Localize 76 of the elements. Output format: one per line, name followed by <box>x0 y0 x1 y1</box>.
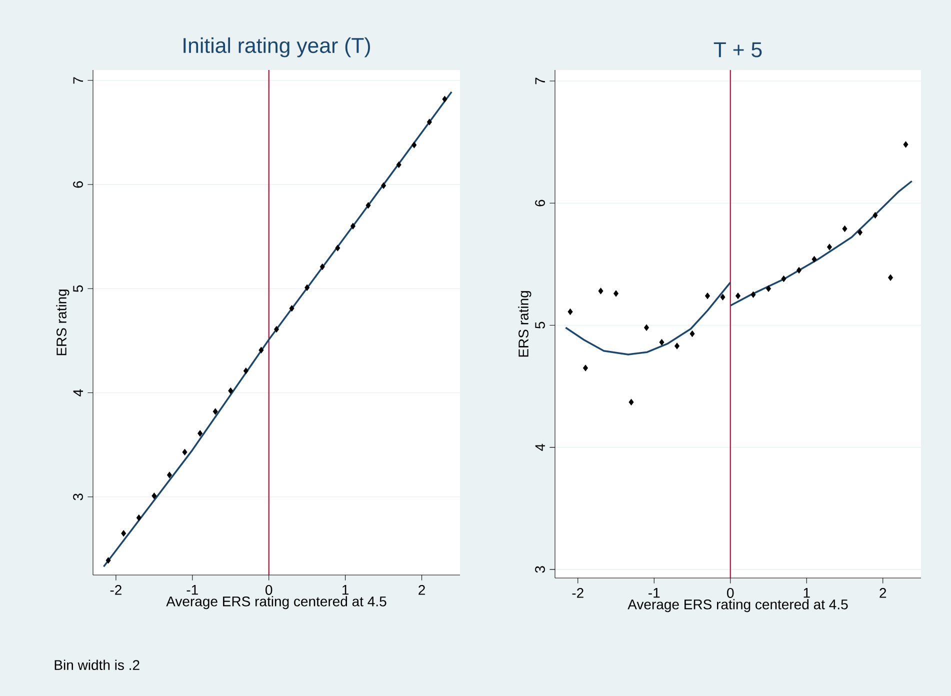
point <box>381 182 386 189</box>
y-tick-label: 7 <box>73 77 83 84</box>
line-series <box>564 282 732 356</box>
point <box>858 229 862 236</box>
x-tick-label: 0 <box>266 585 272 595</box>
x-tick-label: 0 <box>727 588 734 598</box>
y-tick-label: 5 <box>73 285 83 292</box>
point <box>842 226 848 232</box>
point <box>289 305 294 312</box>
x-tick-label: 1 <box>804 588 810 598</box>
point <box>106 557 111 564</box>
point <box>350 222 356 230</box>
x-tick-label: -2 <box>110 585 122 595</box>
point <box>903 141 908 148</box>
point <box>228 387 234 394</box>
point <box>412 142 417 148</box>
point <box>674 342 680 350</box>
point <box>335 244 340 252</box>
point <box>872 212 878 219</box>
point <box>243 368 248 374</box>
point <box>812 256 817 262</box>
x-axis-title: Average ERS rating centered at 4.5 <box>166 596 386 610</box>
point <box>442 96 448 102</box>
point <box>736 292 740 300</box>
point <box>659 339 664 346</box>
y-tick-label: 5 <box>535 322 545 329</box>
point <box>212 408 218 415</box>
point <box>796 267 802 274</box>
y-tick-label: 4 <box>73 389 83 396</box>
point <box>690 330 695 337</box>
point <box>426 118 432 126</box>
point <box>366 202 371 209</box>
y-axis-title: ERS rating <box>56 290 70 356</box>
point <box>258 346 264 354</box>
point <box>121 530 126 537</box>
y-tick-label: 3 <box>73 494 83 500</box>
point <box>182 448 188 456</box>
x-tick-label: 2 <box>880 588 886 598</box>
text: Bin width is .2 <box>54 660 140 670</box>
x-tick-label: -1 <box>186 585 198 595</box>
chart-title: Initial rating year (T) <box>184 37 370 58</box>
point <box>720 294 726 300</box>
point <box>166 472 172 478</box>
point <box>766 285 771 292</box>
point <box>614 290 618 297</box>
point <box>583 364 588 372</box>
x-tick-label: 2 <box>418 585 425 595</box>
y-tick-label: 4 <box>535 444 545 451</box>
point <box>136 514 142 521</box>
y-tick-label: 3 <box>535 566 545 573</box>
point <box>598 288 604 294</box>
line-series <box>102 90 452 568</box>
point <box>198 430 203 437</box>
x-tick-label: 1 <box>342 585 349 595</box>
point <box>304 284 310 291</box>
point <box>750 291 756 298</box>
y-tick-label: 6 <box>535 200 545 206</box>
x-tick-label: -2 <box>572 588 584 598</box>
chart-title: T + 5 <box>714 42 762 58</box>
point <box>568 308 573 315</box>
point <box>644 324 649 331</box>
y-axis-title: ERS rating <box>518 291 532 357</box>
point <box>274 326 279 332</box>
x-tick-label: -1 <box>648 588 660 598</box>
x-axis-title: Average ERS rating centered at 4.5 <box>628 599 848 612</box>
point <box>628 398 634 406</box>
point <box>152 492 157 500</box>
point <box>888 274 893 281</box>
line-series <box>730 180 913 307</box>
point <box>320 264 325 270</box>
y-tick-label: 7 <box>535 78 545 84</box>
point <box>396 162 402 168</box>
point <box>705 292 710 300</box>
point <box>827 244 832 250</box>
point <box>781 276 786 282</box>
y-tick-label: 6 <box>73 181 83 188</box>
